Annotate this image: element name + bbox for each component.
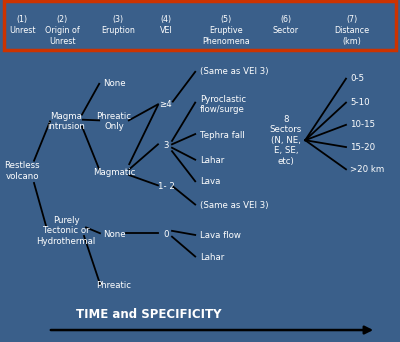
Text: 10-15: 10-15 bbox=[350, 120, 375, 129]
Text: Magmatic: Magmatic bbox=[93, 168, 135, 177]
Text: (Same as VEI 3): (Same as VEI 3) bbox=[200, 201, 268, 210]
Text: >20 km: >20 km bbox=[350, 165, 384, 174]
Text: (1)
Unrest: (1) Unrest bbox=[9, 15, 35, 35]
Text: Lahar: Lahar bbox=[200, 253, 224, 262]
Text: Lahar: Lahar bbox=[200, 156, 224, 165]
Text: Magma
intrusion: Magma intrusion bbox=[47, 112, 85, 131]
Text: (3)
Eruption: (3) Eruption bbox=[101, 15, 135, 35]
Text: 15-20: 15-20 bbox=[350, 143, 375, 152]
Text: TIME and SPECIFICITY: TIME and SPECIFICITY bbox=[76, 308, 222, 321]
Text: Purely
Tectonic or
Hydrothermal: Purely Tectonic or Hydrothermal bbox=[36, 216, 96, 246]
Text: Phreatic
Only: Phreatic Only bbox=[96, 112, 132, 131]
Text: None: None bbox=[103, 79, 125, 88]
Text: 8
Sectors
(N, NE,
E, SE,
etc): 8 Sectors (N, NE, E, SE, etc) bbox=[270, 115, 302, 166]
Text: (6)
Sector: (6) Sector bbox=[273, 15, 299, 35]
Text: Pyroclastic
flow/surge: Pyroclastic flow/surge bbox=[200, 95, 246, 114]
Text: Lava flow: Lava flow bbox=[200, 232, 241, 240]
Text: Lava: Lava bbox=[200, 177, 220, 186]
FancyBboxPatch shape bbox=[4, 1, 396, 50]
Text: 5-10: 5-10 bbox=[350, 98, 370, 107]
Text: Phreatic: Phreatic bbox=[96, 281, 132, 290]
Text: None: None bbox=[103, 230, 125, 239]
Text: Tephra fall: Tephra fall bbox=[200, 131, 245, 140]
Text: (5)
Eruptive
Phenomena: (5) Eruptive Phenomena bbox=[202, 15, 250, 46]
Text: 0-5: 0-5 bbox=[350, 74, 364, 83]
Text: (4)
VEI: (4) VEI bbox=[160, 15, 172, 35]
Text: 3: 3 bbox=[163, 141, 169, 150]
Text: (2)
Origin of
Unrest: (2) Origin of Unrest bbox=[45, 15, 79, 46]
Text: Restless
volcano: Restless volcano bbox=[4, 161, 40, 181]
Text: (Same as VEI 3): (Same as VEI 3) bbox=[200, 67, 268, 76]
Text: ≥4: ≥4 bbox=[160, 100, 172, 109]
Text: 0: 0 bbox=[163, 230, 169, 239]
Text: 1- 2: 1- 2 bbox=[158, 182, 174, 191]
Text: (7)
Distance
(km): (7) Distance (km) bbox=[334, 15, 370, 46]
